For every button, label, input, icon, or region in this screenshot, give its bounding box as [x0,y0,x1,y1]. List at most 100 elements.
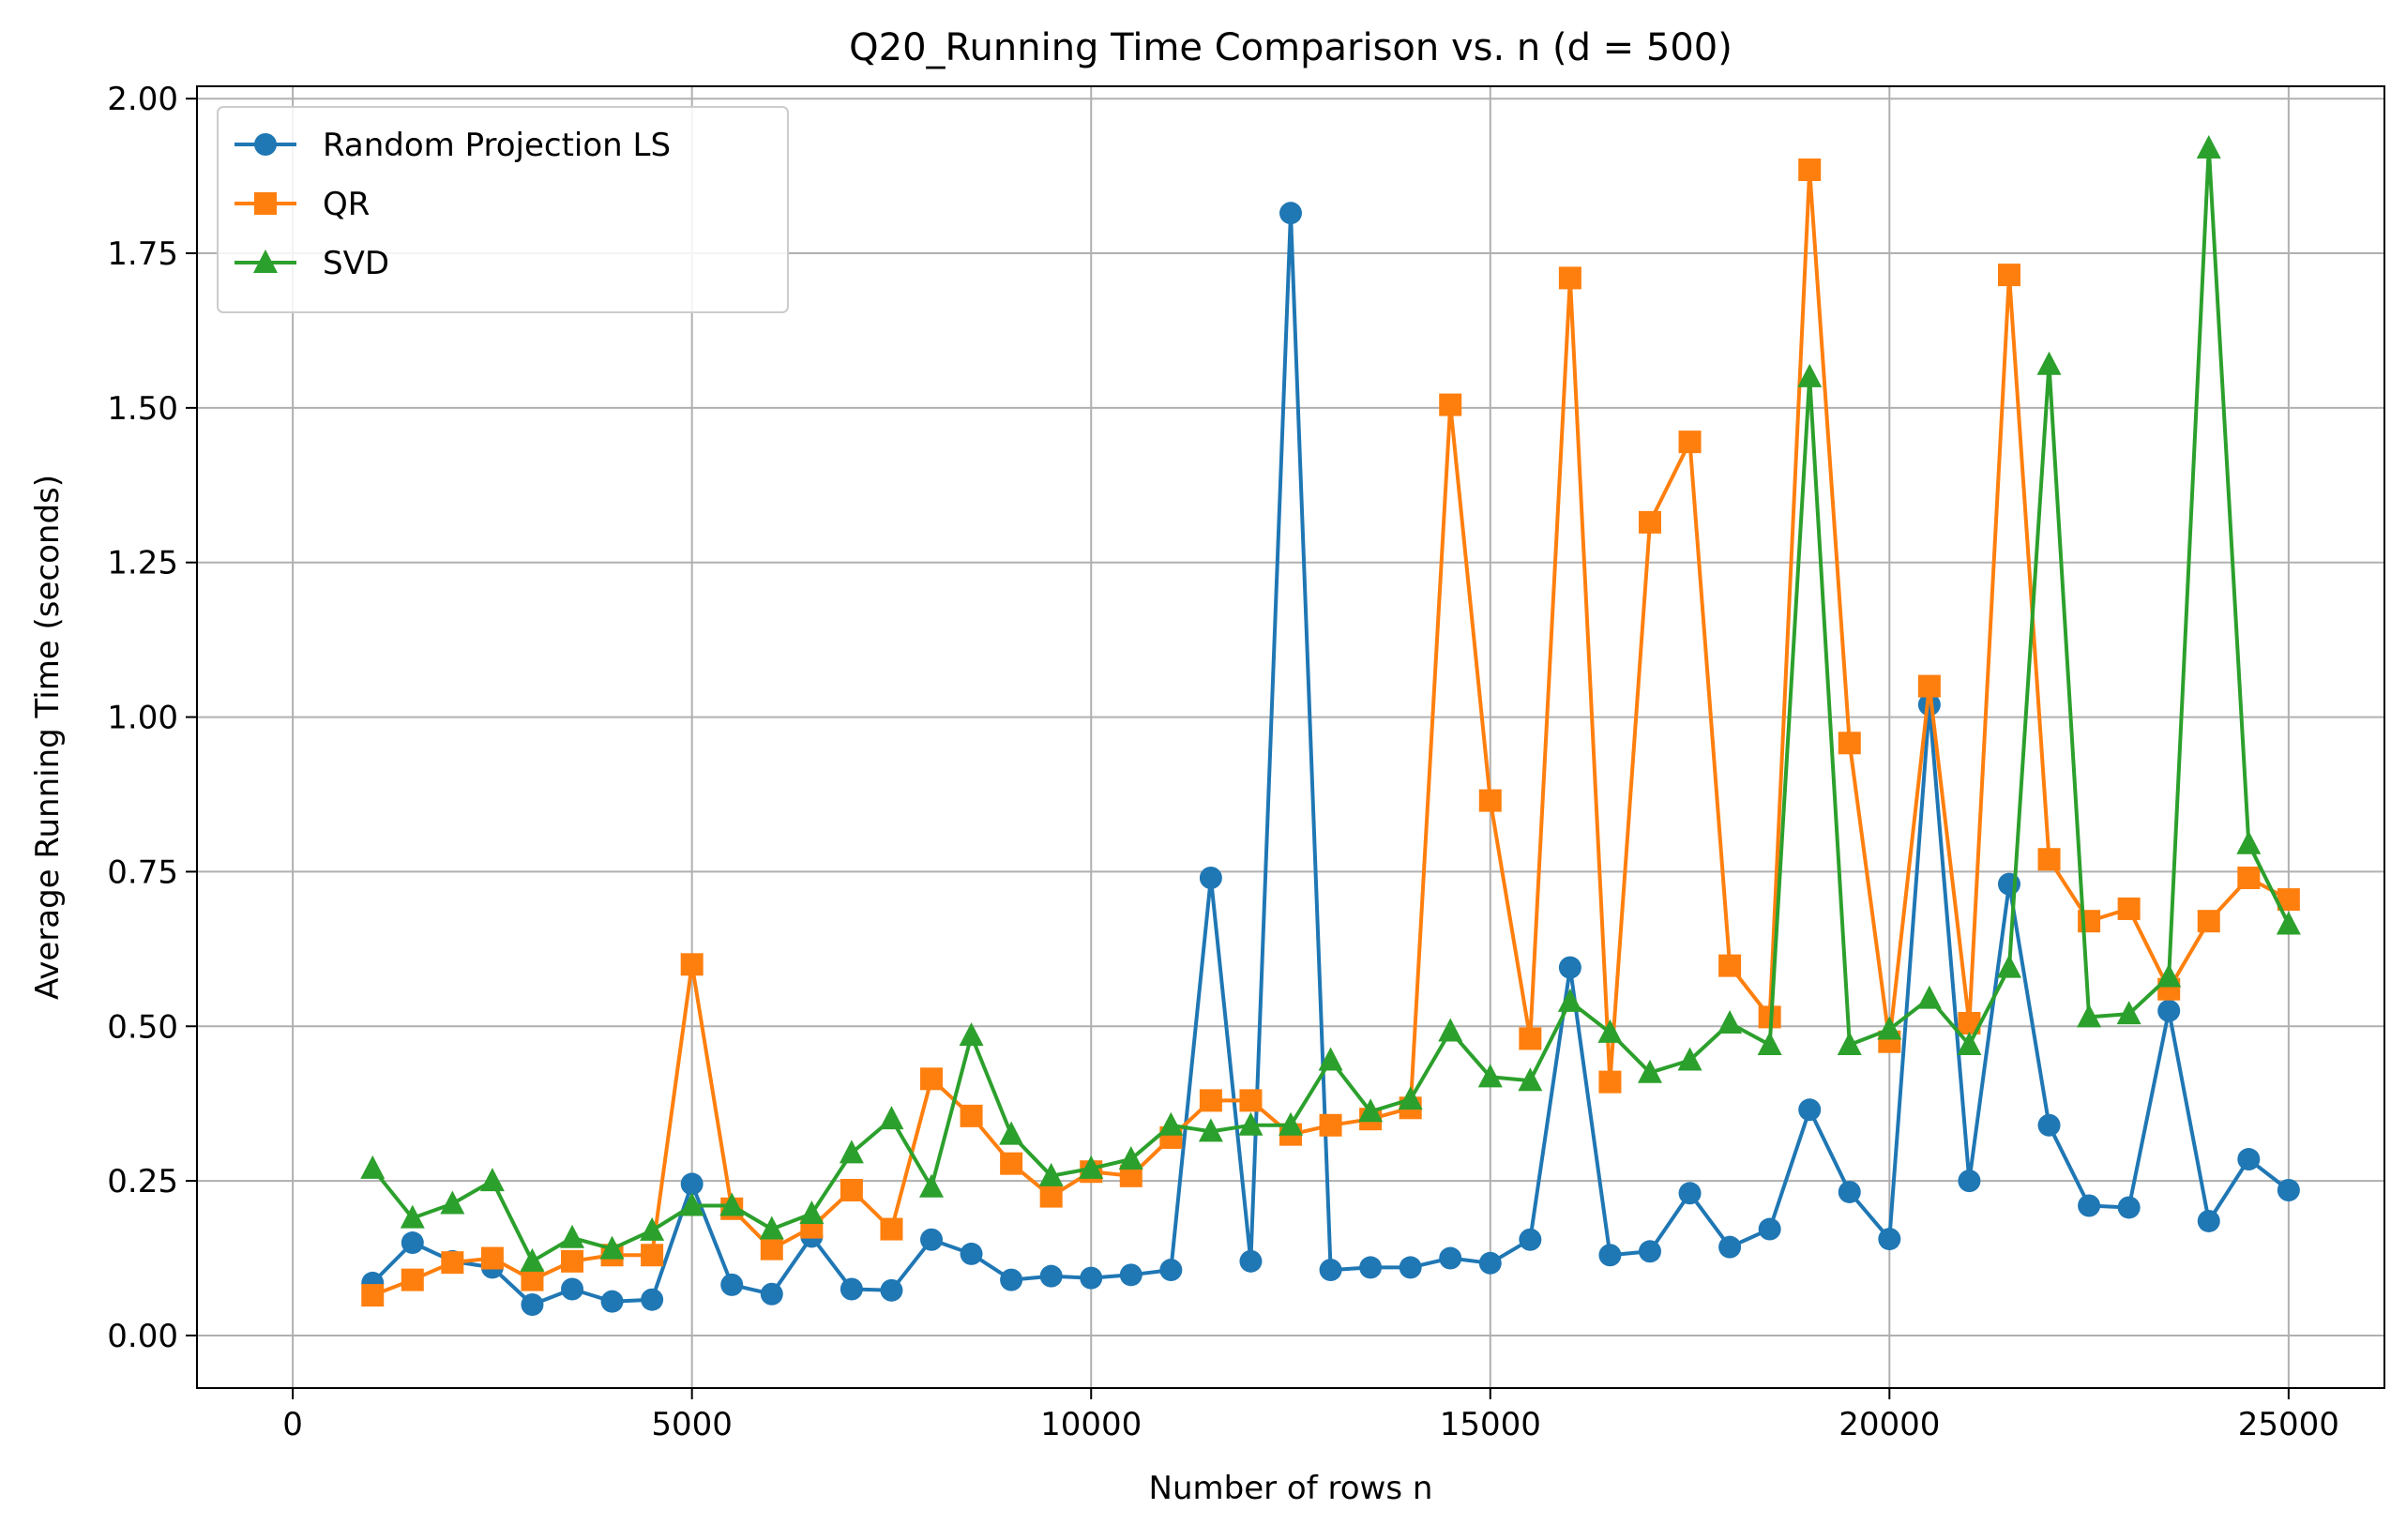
data-point [1319,1113,1342,1137]
y-tick-label: 1.25 [107,545,178,582]
data-point [759,1215,784,1240]
data-point [1439,393,1462,416]
data-point [1038,1162,1064,1186]
data-point [561,1249,584,1273]
data-point [1718,954,1742,977]
data-point [1958,1170,1981,1193]
data-point [2037,848,2061,871]
data-point [1519,1027,1542,1050]
data-point [1838,732,1861,755]
legend-box [217,106,789,313]
data-point [2078,1194,2101,1217]
data-point [440,1190,465,1215]
y-tick-label: 0.25 [107,1163,178,1200]
data-point [2117,1196,2141,1219]
data-point [1878,1228,1901,1251]
data-point [1598,1070,1622,1094]
data-point [920,1067,944,1091]
data-point [1717,1009,1743,1034]
plot-frame [196,85,2385,1389]
data-point [2237,1148,2261,1171]
data-point [401,1268,424,1291]
axes: 0 5000 10000 15000 20000 25000 0.00 0.25 0.50 0.7… [107,81,2339,1443]
data-point [2157,999,2181,1022]
data-point [1678,1182,1702,1205]
legend: Random Projection LS QR SVD [217,106,789,313]
legend-marker [254,133,277,156]
data-point [959,1022,984,1047]
data-point [361,1284,385,1307]
x-axis-label: Number of rows n [1149,1470,1433,1507]
data-point [1758,1217,1781,1241]
legend-label: QR [323,186,370,223]
data-point [561,1277,584,1301]
data-point [1597,1019,1623,1043]
data-point [799,1200,825,1225]
data-point [2117,897,2141,920]
data-point [2197,1209,2220,1232]
data-point [1957,1032,1982,1056]
data-point [360,1155,386,1179]
data-point [641,1244,664,1267]
x-tick-label: 10000 [1040,1406,1142,1443]
data-point [1757,1032,1782,1056]
data-point [2276,911,2301,935]
legend-marker [253,249,278,273]
data-point [1318,1047,1343,1071]
data-point [1319,1259,1342,1282]
data-point [1158,1111,1184,1136]
data-point [2237,867,2261,890]
data-point [1439,1246,1462,1270]
data-point [600,1290,624,1313]
data-point [480,1246,504,1270]
data-point [479,1168,505,1192]
y-tick-label: 2.00 [107,81,178,118]
data-point [840,1277,863,1301]
x-tick-label: 15000 [1440,1406,1541,1443]
y-axis-label: Average Running Time (seconds) [29,475,67,1000]
data-point [760,1237,783,1261]
data-point [1678,430,1702,454]
data-point [1398,1086,1423,1110]
data-point [2196,134,2221,159]
data-point [400,1204,425,1229]
series-square [361,159,2300,1307]
legend-item: SVD [235,245,389,282]
data-point [1039,1185,1063,1208]
x-tick-label: 0 [282,1406,303,1443]
legend-marker [254,192,277,215]
data-point [1080,1266,1103,1290]
data-point [1399,1256,1422,1279]
data-point [1079,1155,1104,1179]
data-point [2236,830,2262,854]
data-point [2077,1004,2102,1028]
data-point [521,1292,544,1316]
data-point [1917,674,1941,698]
data-point [1239,1089,1263,1112]
data-point [1478,1251,1502,1275]
data-point [641,1288,664,1311]
data-point [521,1268,544,1291]
y-tick-label: 1.50 [107,390,178,428]
data-point [1198,1118,1223,1142]
data-point [999,1121,1024,1145]
x-tick-label: 20000 [1839,1406,1940,1443]
data-point [1279,1111,1303,1136]
data-point [1159,1259,1183,1282]
data-point [2116,1001,2141,1025]
data-point [1997,264,2020,287]
data-point [2277,1178,2300,1201]
data-point [880,1217,903,1241]
data-point [1557,988,1582,1012]
series-group [360,134,2301,1316]
data-point [840,1178,863,1201]
data-point [2037,1113,2061,1137]
x-tick-label: 5000 [651,1406,733,1443]
legend-label: Random Projection LS [323,127,671,164]
legend-item: Random Projection LS [235,127,671,164]
data-point [719,1192,745,1216]
series-triangle [360,134,2301,1272]
data-point [1598,1244,1622,1267]
